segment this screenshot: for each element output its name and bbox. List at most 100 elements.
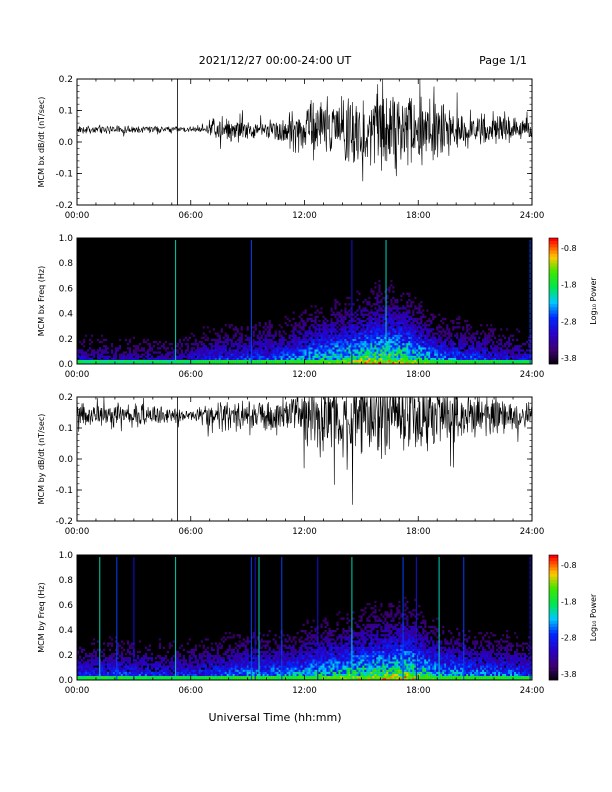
heatmap-cell	[310, 361, 313, 365]
heatmap-cell	[232, 353, 235, 356]
heatmap-cell	[182, 673, 185, 677]
heatmap-cell	[418, 317, 421, 321]
heatmap-cell	[256, 650, 259, 654]
heatmap-cell	[154, 671, 158, 674]
heatmap-cell	[396, 343, 399, 346]
heatmap-cell	[268, 334, 271, 337]
heatmap-cell	[79, 671, 82, 674]
heatmap-cell	[212, 673, 215, 677]
heatmap-cell	[248, 359, 251, 363]
heatmap-cell	[408, 340, 411, 344]
heatmap-cell	[296, 359, 299, 363]
heatmap-cell	[434, 345, 437, 348]
heatmap-cell	[220, 359, 223, 363]
heatmap-cell	[234, 332, 237, 335]
heatmap-cell	[384, 355, 387, 358]
heatmap-cell	[268, 669, 271, 672]
heatmap-cell	[314, 326, 317, 329]
heatmap-cell	[136, 655, 140, 658]
heatmap-cell	[366, 332, 369, 335]
heatmap-cell	[370, 355, 373, 358]
heatmap-cell	[408, 338, 411, 342]
heatmap-cell	[240, 359, 243, 363]
heatmap-cell	[134, 669, 138, 672]
heatmap-cell	[262, 644, 265, 647]
heatmap-cell	[344, 357, 347, 360]
heatmap-cell	[502, 361, 505, 365]
heatmap-cell	[202, 677, 205, 681]
heatmap-cell	[354, 343, 357, 346]
heatmap-cell	[138, 661, 142, 664]
heatmap-cell	[216, 347, 219, 350]
heatmap-cell	[524, 359, 527, 363]
heatmap-cell	[358, 336, 361, 339]
heatmap-cell	[400, 330, 403, 333]
heatmap-cell	[102, 665, 106, 668]
heatmap-cell	[358, 351, 361, 354]
heatmap-cell	[474, 359, 477, 363]
colorbar-segment	[549, 272, 558, 277]
heatmap-cell	[104, 669, 108, 672]
heatmap-cell	[138, 667, 142, 670]
heatmap-cell	[480, 359, 483, 363]
heatmap-cell	[262, 675, 265, 679]
heatmap-cell	[460, 336, 463, 339]
heatmap-cell	[400, 307, 403, 310]
heatmap-cell	[130, 355, 134, 358]
heatmap-cell	[422, 324, 425, 327]
heatmap-cell	[506, 361, 509, 365]
heatmap-cell	[366, 361, 369, 365]
heatmap-cell	[186, 677, 189, 681]
heatmap-cell	[416, 347, 419, 350]
heatmap-cell	[242, 675, 245, 679]
heatmap-cell	[170, 675, 173, 679]
heatmap-cell	[394, 336, 397, 339]
heatmap-cell	[518, 359, 521, 363]
heatmap-cell	[184, 659, 187, 662]
heatmap-cell	[386, 338, 389, 342]
heatmap-cell	[454, 357, 457, 360]
heatmap-cell	[508, 338, 511, 342]
heatmap-cell	[454, 347, 457, 350]
heatmap-cell	[272, 347, 275, 350]
heatmap-cell	[178, 661, 181, 664]
heatmap-cell	[398, 355, 401, 358]
heatmap-cell	[406, 343, 409, 346]
heatmap-cell	[116, 648, 120, 652]
heatmap-cell	[438, 347, 441, 350]
heatmap-cell	[276, 345, 279, 348]
heatmap-cell	[388, 317, 391, 321]
heatmap-cell	[116, 669, 120, 672]
heatmap-cell	[216, 659, 219, 662]
heatmap-cell	[148, 359, 152, 363]
heatmap-cell	[200, 655, 203, 658]
heatmap-cell	[366, 330, 369, 333]
heatmap-cell	[286, 324, 289, 327]
heatmap-cell	[342, 322, 345, 325]
heatmap-cell	[292, 330, 295, 333]
heatmap-cell	[308, 343, 311, 346]
heatmap-cell	[92, 675, 96, 679]
heatmap-cell	[236, 671, 239, 674]
heatmap-cell	[324, 353, 327, 356]
heatmap-cell	[224, 669, 227, 672]
heatmap-cell	[314, 315, 317, 318]
heatmap-cell	[90, 659, 94, 662]
heatmap-cell	[416, 326, 419, 329]
heatmap-cell	[372, 343, 375, 346]
heatmap-cell	[264, 650, 267, 654]
heatmap-cell	[182, 669, 185, 672]
heatmap-cell	[286, 359, 289, 363]
heatmap-cell	[118, 677, 122, 681]
heatmap-cell	[304, 345, 307, 348]
heatmap-cell	[402, 334, 405, 337]
heatmap-cell	[240, 659, 243, 662]
heatmap-cell	[408, 326, 411, 329]
heatmap-cell	[206, 353, 209, 356]
heatmap-cell	[342, 315, 345, 318]
heatmap-cell	[204, 650, 207, 654]
heatmap-cell	[414, 332, 417, 335]
heatmap-cell	[432, 336, 435, 339]
heatmap-cell	[130, 667, 134, 670]
heatmap-cell	[444, 338, 447, 342]
